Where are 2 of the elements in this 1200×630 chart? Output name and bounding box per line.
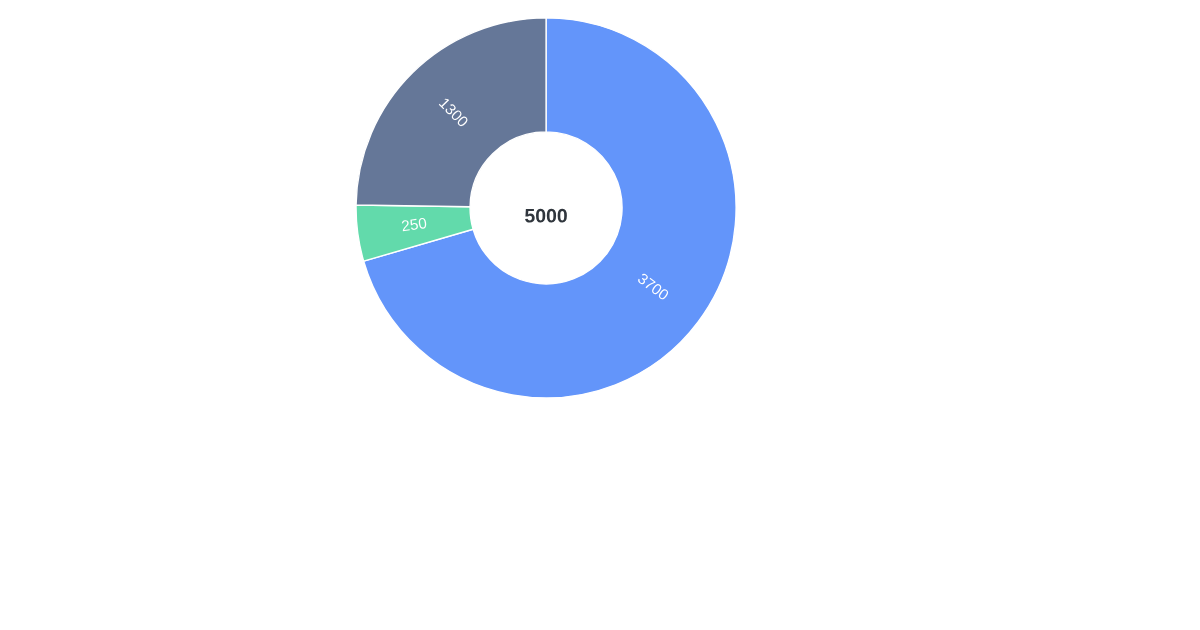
text: 5000 bbox=[525, 208, 567, 223]
data-label: 250 bbox=[401, 217, 427, 232]
